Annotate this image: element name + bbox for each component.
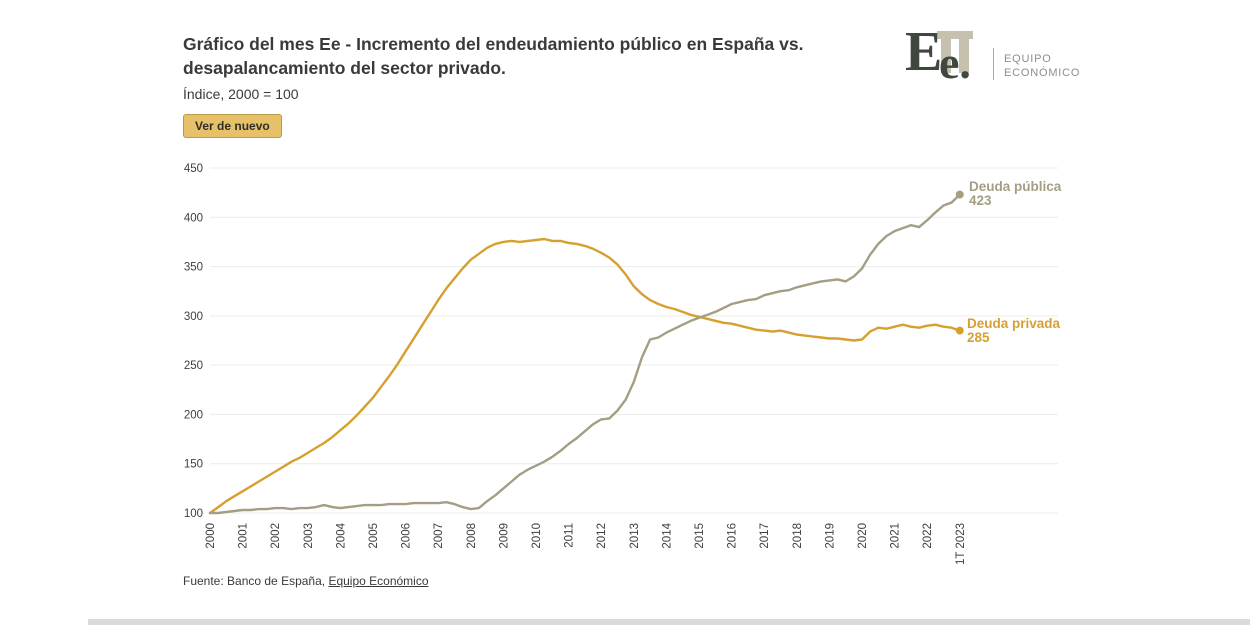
x-axis-tick-label: 2005: [368, 523, 380, 549]
deuda-privada-line: [208, 237, 961, 515]
y-axis-tick-label: 150: [184, 459, 203, 471]
x-axis-tick-label: 2022: [922, 523, 934, 549]
title-line-2: desapalancamiento del sector privado.: [183, 58, 506, 78]
y-axis-tick-label: 400: [184, 212, 203, 224]
series-name-deuda-publica: Deuda pública: [969, 179, 1062, 194]
x-axis-tick-label: 2000: [205, 523, 217, 549]
x-axis-tick-label: 2001: [238, 523, 250, 549]
deuda-publica-line: [208, 193, 961, 515]
series-label-deuda-privada: Deuda privada 285: [967, 317, 1060, 345]
series-end-value-deuda-publica: 423: [969, 193, 992, 208]
x-axis-tick-label: 2003: [303, 523, 315, 549]
x-axis-tick-label: 2010: [531, 523, 543, 549]
x-axis-tick-label: 2007: [433, 523, 445, 549]
series-label-deuda-publica: Deuda pública 423: [969, 180, 1061, 208]
x-axis-tick-label: 2012: [596, 523, 608, 549]
logo-column-icon: [959, 31, 969, 73]
x-axis-tick-label: 2008: [466, 523, 478, 549]
deuda-publica-end-dot: [955, 190, 964, 199]
logo-word-equipo: EQUIPO: [1004, 53, 1052, 65]
x-axis-tick-label: 2004: [335, 522, 347, 548]
x-axis-tick-label: 2014: [661, 522, 673, 548]
x-axis-tick-label: 2013: [629, 523, 641, 549]
x-axis-tick-label: 2017: [759, 523, 771, 549]
logo-letter-E: E: [905, 21, 943, 83]
y-axis-tick-label: 450: [184, 163, 203, 175]
y-axis-tick-label: 300: [184, 311, 203, 323]
x-axis-tick-label: 2002: [270, 523, 282, 549]
x-axis-tick-label: 2009: [498, 523, 510, 549]
logo-column-icon: [941, 31, 951, 73]
x-axis-tick-label: 2016: [727, 523, 739, 549]
logo-word-economico: ECONÓMICO: [1004, 67, 1081, 79]
source-note: Fuente: Banco de España, Equipo Económic…: [183, 574, 429, 588]
x-axis-tick-label: 2020: [857, 523, 869, 549]
source-prefix: Fuente: Banco de España,: [183, 574, 329, 588]
x-axis-tick-label: 2019: [824, 523, 836, 549]
replay-button[interactable]: Ver de nuevo: [183, 114, 282, 138]
horizontal-scrollbar[interactable]: [88, 619, 1250, 625]
series-name-deuda-privada: Deuda privada: [967, 316, 1061, 331]
logo-monogram: E e.: [905, 24, 985, 88]
logo-letter-e: e.: [939, 37, 971, 88]
x-axis-tick-label: 2006: [401, 523, 413, 549]
equipo-economico-logo: E e. EQUIPO ECONÓMICO: [905, 24, 1080, 88]
chart-subtitle: Índice, 2000 = 100: [183, 86, 299, 102]
deuda-privada-end-dot: [955, 326, 964, 335]
series-end-value-deuda-privada: 285: [967, 330, 990, 345]
x-axis-tick-label: 2011: [564, 523, 576, 548]
logo-wordmark: EQUIPO ECONÓMICO: [1004, 52, 1080, 86]
y-axis-tick-label: 250: [184, 360, 203, 372]
x-axis-tick-label: 1T 2023: [955, 523, 967, 565]
chart-title: Gráfico del mes Ee - Incremento del ende…: [183, 32, 913, 80]
logo-column-cap: [937, 31, 973, 39]
y-axis-tick-label: 100: [184, 508, 203, 520]
y-axis-tick-label: 200: [184, 409, 203, 421]
source-link[interactable]: Equipo Económico: [328, 574, 429, 588]
logo-divider: [993, 48, 994, 80]
y-axis-tick-label: 350: [184, 262, 203, 274]
x-axis-tick-label: 2021: [890, 523, 902, 549]
x-axis-tick-label: 2018: [792, 523, 804, 549]
title-line-1: Gráfico del mes Ee - Incremento del ende…: [183, 34, 804, 54]
x-axis-tick-label: 2015: [694, 523, 706, 549]
